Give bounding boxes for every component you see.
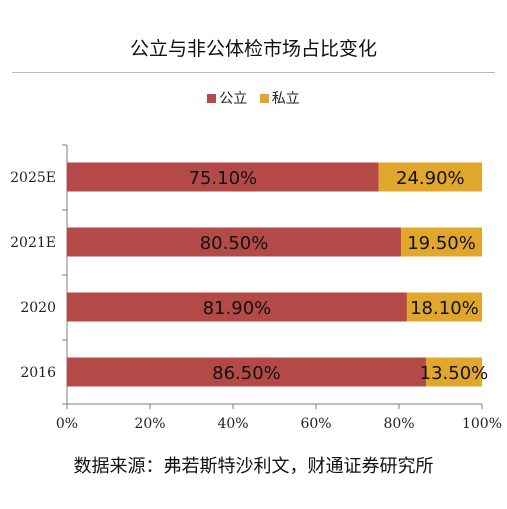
legend: 公立 私立 — [0, 88, 507, 108]
data-label-private: 13.50% — [420, 363, 489, 384]
legend-swatch-public — [207, 93, 217, 103]
x-tick-label: 80% — [383, 416, 414, 432]
legend-swatch-private — [259, 93, 269, 103]
y-tick-label: 2016 — [20, 365, 56, 381]
x-tick-label: 0% — [56, 416, 78, 432]
title-divider — [12, 72, 495, 73]
x-tick-label: 100% — [462, 416, 502, 432]
x-tick-label: 40% — [217, 416, 248, 432]
bar-segment-public — [67, 292, 407, 322]
x-tick-label: 20% — [134, 416, 165, 432]
source-note: 数据来源：弗若斯特沙利文，财通证券研究所 — [73, 456, 434, 477]
data-label-public: 86.50% — [212, 363, 281, 384]
legend-item-private: 私立 — [259, 88, 300, 108]
y-tick-label: 2021E — [10, 235, 56, 251]
legend-label-public: 公立 — [219, 91, 248, 107]
bar-segment-public — [67, 357, 426, 387]
bar-segment-private — [425, 357, 482, 387]
data-label-private: 19.50% — [407, 233, 476, 254]
data-label-public: 75.10% — [189, 168, 258, 189]
chart-title: 公立与非公体检市场占比变化 — [129, 38, 377, 60]
legend-label-private: 私立 — [271, 91, 300, 107]
bar-segment-private — [406, 292, 482, 322]
y-tick-label: 2020 — [20, 300, 56, 316]
bar-segment-public — [67, 162, 379, 192]
bar-segment-public — [67, 227, 402, 257]
x-tick-label: 60% — [300, 416, 331, 432]
bar-segment-private — [401, 227, 482, 257]
bar-segment-private — [378, 162, 482, 192]
data-label-public: 80.50% — [200, 233, 269, 254]
y-tick-label: 2025E — [10, 170, 56, 186]
legend-item-public: 公立 — [207, 88, 247, 108]
data-label-public: 81.90% — [203, 298, 272, 319]
data-label-private: 24.90% — [396, 168, 465, 189]
data-label-private: 18.10% — [410, 298, 479, 319]
